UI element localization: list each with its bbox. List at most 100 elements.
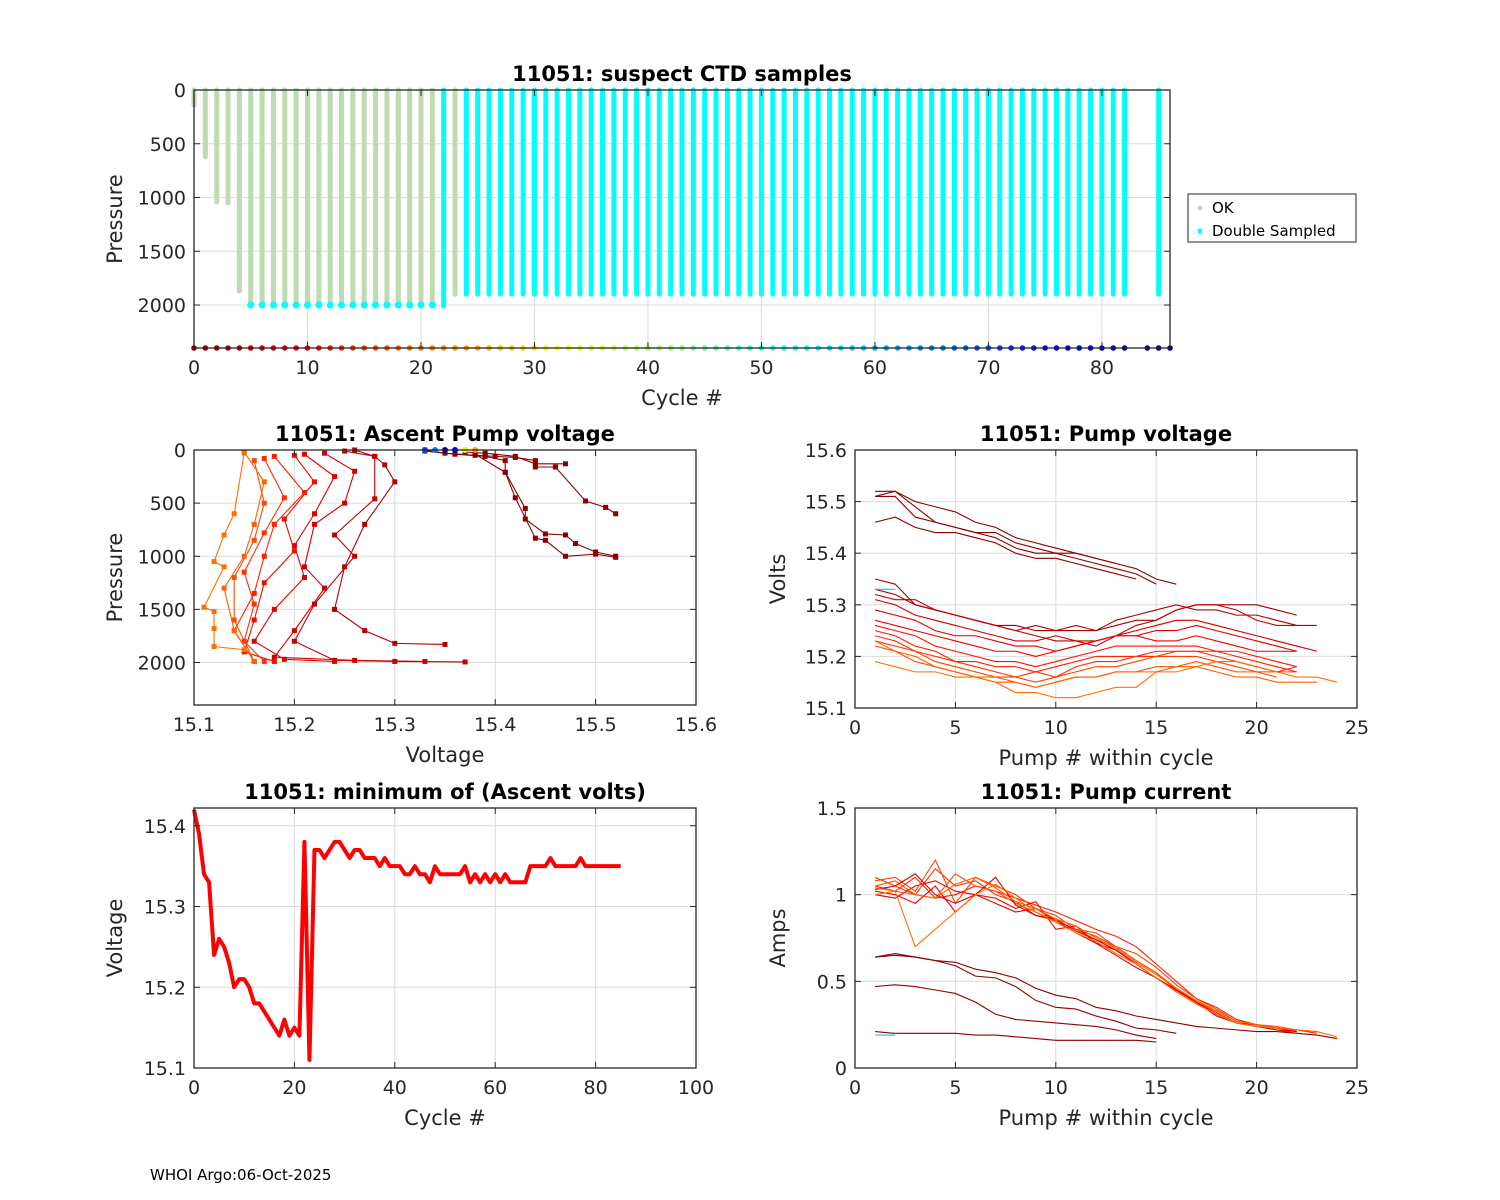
pump-voltage-line [874, 661, 1338, 699]
y-tick-label: 2000 [138, 295, 186, 317]
x-tick-label: 15.2 [273, 714, 315, 736]
ascent-point [301, 575, 307, 580]
pump-current-line [874, 953, 1338, 1040]
x-axis-label: Cycle # [641, 386, 723, 410]
y-tick-label: 1.5 [817, 798, 847, 820]
plot-area [855, 450, 1357, 708]
ascent-point [613, 554, 619, 560]
ascent-point [562, 553, 568, 559]
ascent-point [311, 479, 317, 485]
x-tick-label: 40 [636, 357, 660, 379]
double-sampled-point [360, 301, 368, 309]
pump-current-line [874, 876, 1317, 1033]
y-tick-label: 2000 [138, 653, 186, 675]
ascent-point [221, 564, 227, 570]
y-tick-label: 0 [174, 440, 186, 462]
y-tick-label: 1500 [138, 599, 186, 621]
ascent-point [251, 617, 257, 623]
y-tick-label: 15.4 [805, 543, 847, 565]
y-axis-label: Amps [766, 908, 790, 967]
ascent-point [502, 458, 508, 464]
x-tick-label: 20 [282, 1077, 306, 1099]
y-tick-label: 15.3 [805, 595, 847, 617]
ascent-point [392, 479, 398, 485]
ascent-point [251, 601, 257, 607]
y-tick-label: 1000 [138, 188, 186, 210]
ascent-point [291, 548, 297, 554]
ascent-point [241, 647, 247, 653]
y-tick-label: 0 [174, 80, 186, 102]
x-tick-label: 40 [383, 1077, 407, 1099]
x-tick-label: 0 [188, 1077, 200, 1099]
ascent-point [352, 657, 358, 663]
ascent-point [251, 458, 257, 464]
chart-title: 11051: Pump current [981, 780, 1232, 804]
chart-title: 11051: suspect CTD samples [512, 62, 852, 86]
ascent-point [593, 551, 599, 557]
ascent-point [532, 535, 538, 541]
pump-voltage-line [874, 516, 1137, 580]
ascent-point [261, 530, 267, 536]
pump-current-line [875, 984, 1157, 1040]
ascent-point [261, 658, 267, 664]
ascent-point [271, 658, 277, 664]
chart-title: 11051: minimum of (Ascent volts) [244, 780, 646, 804]
y-tick-label: 500 [150, 134, 186, 156]
ascent-point [542, 537, 548, 543]
ascent-point [271, 453, 277, 459]
x-tick-label: 20 [1245, 717, 1269, 739]
double-sampled-point [338, 301, 346, 309]
ascent-point [573, 541, 579, 546]
ascent-point [422, 658, 428, 664]
chart-title: 11051: Ascent Pump voltage [275, 422, 615, 446]
x-tick-label: 15.6 [675, 714, 717, 736]
ascent-point [291, 628, 297, 634]
ascent-point [221, 585, 227, 591]
min-voltage-line [192, 809, 621, 1062]
pump-voltage-chart: 0 5 10 15 20 25 15.1 15.2 15.3 15.4 15.5 15.6 11051:… [766, 422, 1369, 770]
y-tick-label: 1500 [138, 241, 186, 263]
ascent-point [613, 511, 619, 517]
double-sampled-point [258, 301, 266, 309]
y-tick-label: 15.6 [805, 440, 847, 462]
plot-area [855, 808, 1357, 1068]
ascent-point [241, 569, 247, 575]
pump-voltage-line [874, 599, 1317, 652]
ascent-point [221, 532, 227, 538]
ascent-point [301, 490, 307, 495]
ascent-point [322, 450, 328, 456]
ascent-series-line [273, 452, 425, 662]
axes-box [193, 807, 697, 1069]
x-tick-label: 15 [1144, 1077, 1168, 1099]
double-sampled-point [303, 301, 311, 309]
x-axis-label: Voltage [406, 743, 485, 767]
y-tick-label: 0.5 [817, 971, 847, 993]
ascent-point [261, 500, 267, 506]
ascent-point [261, 553, 267, 559]
ascent-point [311, 511, 317, 517]
legend-label: OK [1212, 199, 1235, 217]
ascent-point [301, 564, 307, 570]
x-tick-label: 100 [678, 1077, 714, 1099]
double-sampled-point [349, 301, 357, 309]
ascent-point [231, 575, 237, 580]
ascent-point [291, 638, 297, 644]
ascent-point [241, 553, 247, 559]
y-tick-label: 15.3 [144, 897, 186, 919]
ascent-point [332, 658, 338, 664]
pump-current-line [874, 876, 1317, 1034]
ascent-point [332, 532, 338, 538]
double-sampled-point [394, 301, 402, 309]
axes-box [193, 449, 697, 706]
x-tick-label: 10 [1044, 1077, 1068, 1099]
pump-voltage-line [874, 624, 1297, 668]
ascent-point [522, 505, 528, 511]
ascent-point [261, 580, 267, 586]
double-sampled-point [269, 301, 277, 309]
axes-box [193, 89, 1171, 349]
ascent-point [352, 553, 358, 559]
pump-voltage-line [874, 635, 1297, 678]
suspect-ctd-chart: 0 10 20 30 40 50 60 70 80 0 500 1000 1500 2000 11051: … [103, 62, 1357, 410]
ascent-point [251, 537, 257, 543]
y-tick-label: 0 [835, 1058, 847, 1080]
